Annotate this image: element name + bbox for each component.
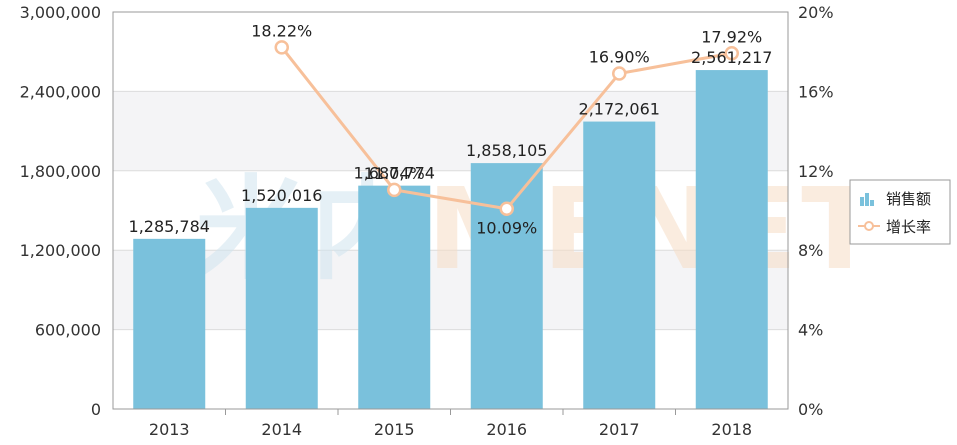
bar-value-label: 1,858,105 bbox=[466, 141, 547, 160]
bar-chart-icon-bar bbox=[860, 197, 864, 206]
bar-2014 bbox=[245, 207, 318, 409]
rate-point-2015 bbox=[387, 182, 402, 198]
bar-value-label: 1,687,774 bbox=[354, 164, 435, 183]
x-tick-label: 2013 bbox=[149, 420, 190, 439]
y-left-tick-label: 600,000 bbox=[35, 321, 101, 340]
y-right-tick-label: 20% bbox=[798, 3, 834, 22]
y-right-tick-label: 12% bbox=[798, 162, 834, 181]
rate-value-label: 18.22% bbox=[251, 21, 312, 40]
y-left-tick-label: 1,200,000 bbox=[20, 241, 101, 260]
rate-point-2016 bbox=[499, 201, 514, 216]
bar-2017 bbox=[583, 121, 656, 409]
gridlines bbox=[113, 90, 788, 331]
plot-band bbox=[113, 91, 788, 171]
y-right-tick-label: 16% bbox=[798, 82, 834, 101]
plot-band bbox=[113, 250, 788, 330]
bar-series bbox=[133, 70, 768, 410]
y-left-tick-label: 3,000,000 bbox=[20, 3, 101, 22]
bar-2016 bbox=[470, 163, 543, 409]
legend-label-growth: 增长率 bbox=[886, 218, 931, 236]
bar-chart-icon-bar bbox=[870, 200, 874, 206]
plot-bands bbox=[113, 12, 788, 409]
data-labels: 1,285,784 1,520,016 1,687,774 1,858,105 2,17… bbox=[129, 21, 773, 237]
plot-band bbox=[113, 12, 788, 92]
bar-chart-icon bbox=[860, 193, 874, 206]
rate-point-2014 bbox=[274, 40, 289, 55]
plot-band bbox=[113, 170, 788, 251]
bar-value-label: 2,561,217 bbox=[691, 48, 772, 67]
line-marker-icon bbox=[858, 221, 880, 231]
x-tick-label: 2016 bbox=[486, 420, 527, 439]
y-right-tick-label: 4% bbox=[798, 321, 823, 340]
legend-box bbox=[849, 179, 951, 245]
bar-2013 bbox=[133, 238, 206, 409]
x-tick-label: 2017 bbox=[599, 420, 640, 439]
bar-2018 bbox=[695, 70, 768, 410]
rate-point-2017 bbox=[612, 66, 627, 81]
rate-value-label: 17.92% bbox=[701, 27, 762, 46]
y-left-tick-label: 0 bbox=[91, 400, 101, 419]
y-right-tick-label: 0% bbox=[798, 400, 823, 419]
y-left-tick-label: 1,800,000 bbox=[20, 162, 101, 181]
line-series bbox=[274, 40, 739, 216]
axes: 0 600,000 1,200,000 1,800,000 2,400,000 3,000… bbox=[20, 3, 834, 439]
bar-2015 bbox=[358, 185, 431, 409]
bar-value-label: 2,172,061 bbox=[579, 100, 660, 119]
line-marker-icon-dot bbox=[864, 221, 874, 231]
rate-value-label: 16.90% bbox=[589, 48, 650, 67]
bar-chart-icon-bar bbox=[865, 193, 869, 206]
x-tick-label: 2015 bbox=[374, 420, 415, 439]
rate-point-2018 bbox=[724, 46, 739, 61]
rate-value-label: 10.09% bbox=[476, 219, 537, 238]
plot-band bbox=[113, 329, 788, 409]
legend-label-sales: 销售额 bbox=[886, 190, 931, 208]
y-right-tick-label: 8% bbox=[798, 241, 823, 260]
bar-value-label: 1,520,016 bbox=[241, 186, 322, 205]
rate-value-label: 11.04% bbox=[364, 164, 425, 183]
y-left-tick-label: 2,400,000 bbox=[20, 82, 101, 101]
x-tick-label: 2018 bbox=[711, 420, 752, 439]
bar-value-label: 1,285,784 bbox=[129, 217, 210, 236]
x-tick-label: 2014 bbox=[261, 420, 302, 439]
